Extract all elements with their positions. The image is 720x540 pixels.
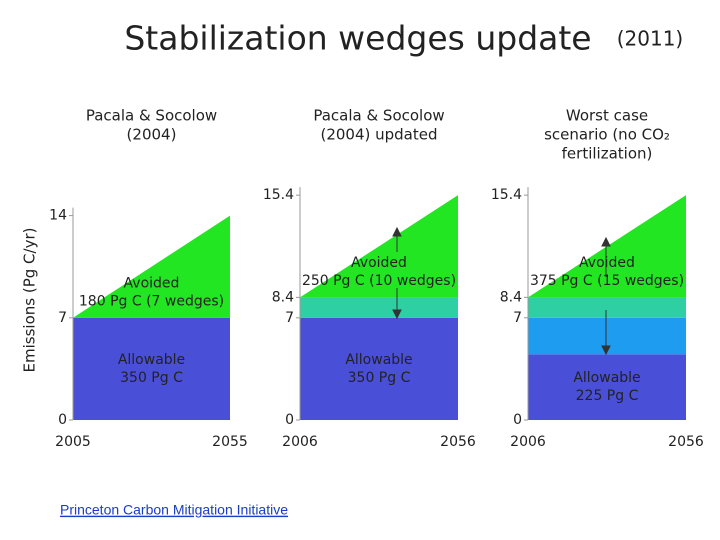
y-tick-label: 7 (58, 310, 67, 326)
slide-year: (2011) (617, 27, 684, 51)
series-name: Allowable (573, 370, 640, 386)
panel-title: Pacala & Socolow (86, 107, 217, 125)
series-name: Allowable (118, 352, 185, 368)
y-axis-label: Emissions (Pg C/yr) (21, 228, 39, 373)
y-tick-label: 15.4 (491, 187, 522, 203)
arrowhead (392, 309, 402, 320)
source-link[interactable]: Princeton Carbon Mitigation Initiative (60, 502, 288, 518)
area (73, 215, 230, 318)
series-name: Avoided (351, 255, 407, 271)
x-tick-label: 2006 (282, 434, 318, 450)
y-tick-label: 14 (49, 208, 67, 224)
area (528, 317, 686, 355)
series-note: 225 Pg C (576, 388, 639, 404)
arrowhead (601, 236, 611, 247)
panel-title: Worst case (566, 107, 648, 125)
y-tick-label: 7 (285, 310, 294, 326)
panel-title: scenario (no CO₂ (544, 126, 670, 144)
panel-title: (2004) updated (320, 126, 437, 144)
source-link-text[interactable]: Princeton Carbon Mitigation Initiative (60, 502, 288, 518)
x-tick-label: 2006 (510, 434, 546, 450)
series-note: 250 Pg C (10 wedges) (302, 273, 456, 289)
y-tick-label: 8.4 (500, 289, 522, 305)
series-note: 350 Pg C (120, 370, 183, 386)
panel-title: (2004) (127, 126, 177, 144)
y-tick-label: 0 (513, 412, 522, 428)
series-note: 180 Pg C (7 wedges) (79, 293, 224, 309)
arrows (392, 226, 611, 356)
y-tick-label: 8.4 (272, 289, 294, 305)
series-note: 350 Pg C (348, 370, 411, 386)
y-tick-label: 0 (285, 412, 294, 428)
series-name: Allowable (345, 352, 412, 368)
area (528, 354, 686, 420)
slide-title: Stabilization wedges update (124, 19, 591, 58)
y-tick-label: 15.4 (263, 187, 294, 203)
series-name: Avoided (579, 255, 635, 271)
y-tick-label: 7 (513, 310, 522, 326)
x-tick-label: 2056 (440, 434, 476, 450)
area (73, 317, 230, 420)
panel-title: Pacala & Socolow (313, 107, 444, 125)
panel-title: fertilization) (562, 145, 653, 163)
series-note: 375 Pg C (15 wedges) (530, 273, 684, 289)
area (300, 317, 458, 420)
y-tick-label: 0 (58, 412, 67, 428)
area (300, 195, 458, 298)
area (528, 297, 686, 318)
x-tick-label: 2055 (212, 434, 248, 450)
series-name: Avoided (124, 275, 180, 291)
x-tick-label: 2005 (55, 434, 91, 450)
area (300, 297, 458, 318)
arrowhead (601, 345, 611, 356)
x-tick-label: 2056 (668, 434, 704, 450)
arrowhead (392, 226, 402, 237)
